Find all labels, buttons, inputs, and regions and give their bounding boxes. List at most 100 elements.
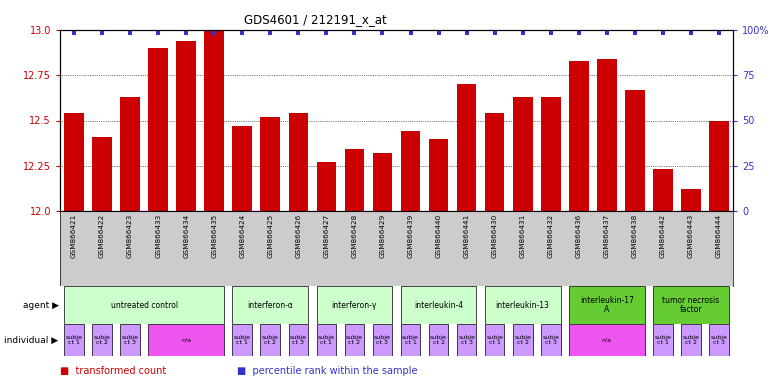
Bar [485,286,561,324]
Text: GSM866440: GSM866440 [436,213,442,258]
Text: subje
ct 2: subje ct 2 [93,335,110,345]
Text: subje
ct 3: subje ct 3 [711,335,727,345]
Bar [120,97,140,211]
Text: GSM866439: GSM866439 [408,213,413,258]
Text: GSM866438: GSM866438 [632,213,638,258]
Text: agent ▶: agent ▶ [22,301,59,310]
Text: GDS4601 / 212191_x_at: GDS4601 / 212191_x_at [244,13,387,26]
Text: GSM866436: GSM866436 [576,213,582,258]
Bar [288,324,308,356]
Bar [345,149,364,211]
Text: subje
ct 2: subje ct 2 [346,335,363,345]
Bar [317,286,392,324]
Bar [709,121,729,211]
Bar [569,324,645,356]
Bar [513,97,533,211]
Bar [372,324,392,356]
Bar [541,324,561,356]
Text: GSM866442: GSM866442 [660,213,666,258]
Bar [317,162,336,211]
Text: subje
ct 2: subje ct 2 [262,335,279,345]
Text: n/a: n/a [602,338,612,343]
Bar [120,324,140,356]
Bar [345,324,364,356]
Text: subje
ct 3: subje ct 3 [458,335,475,345]
Text: GSM866422: GSM866422 [99,213,105,258]
Text: subje
ct 1: subje ct 1 [66,335,82,345]
Text: GSM866435: GSM866435 [211,213,217,258]
Text: GSM866421: GSM866421 [71,213,77,258]
Bar [569,286,645,324]
Bar [709,324,729,356]
Bar [653,169,673,211]
Text: subje
ct 3: subje ct 3 [374,335,391,345]
Text: GSM866444: GSM866444 [716,213,722,258]
Text: subje
ct 1: subje ct 1 [318,335,335,345]
Text: interferon-α: interferon-α [247,301,293,310]
Text: individual ▶: individual ▶ [5,336,59,344]
Bar [485,113,504,211]
Text: n/a: n/a [181,338,191,343]
Text: subje
ct 1: subje ct 1 [487,335,503,345]
Text: subje
ct 1: subje ct 1 [655,335,672,345]
Text: GSM866434: GSM866434 [183,213,189,258]
Bar [653,324,673,356]
Text: GSM866431: GSM866431 [520,213,526,258]
Text: GSM866426: GSM866426 [295,213,301,258]
Bar [93,137,112,211]
Text: GSM866433: GSM866433 [155,213,161,258]
Bar [232,286,308,324]
Bar [401,131,420,211]
Text: GSM866424: GSM866424 [239,213,245,258]
Text: GSM866428: GSM866428 [352,213,358,258]
Bar [401,286,476,324]
Bar [232,126,252,211]
Text: GSM866427: GSM866427 [323,213,329,258]
Text: subje
ct 2: subje ct 2 [514,335,531,345]
Bar [64,113,84,211]
Text: untreated control: untreated control [110,301,177,310]
Bar [681,324,701,356]
Bar [541,97,561,211]
Bar [148,48,168,211]
Bar [456,324,476,356]
Text: GSM866429: GSM866429 [379,213,386,258]
Bar [372,153,392,211]
Bar [653,286,729,324]
Text: GSM866425: GSM866425 [268,213,273,258]
Bar [429,139,449,211]
Text: GSM866437: GSM866437 [604,213,610,258]
Text: interleukin-4: interleukin-4 [414,301,463,310]
Bar [401,324,420,356]
Text: GSM866430: GSM866430 [492,213,497,258]
Bar [317,324,336,356]
Text: subje
ct 2: subje ct 2 [430,335,447,345]
Text: ■  percentile rank within the sample: ■ percentile rank within the sample [237,366,418,376]
Text: subje
ct 2: subje ct 2 [682,335,699,345]
Bar [261,117,280,211]
Bar [177,41,196,211]
Text: ■  transformed count: ■ transformed count [60,366,167,376]
Text: tumor necrosis
factor: tumor necrosis factor [662,296,719,314]
Text: GSM866443: GSM866443 [688,213,694,258]
Bar [429,324,449,356]
Bar [232,324,252,356]
Bar [513,324,533,356]
Bar [64,286,224,324]
Text: interleukin-17
A: interleukin-17 A [580,296,634,314]
Text: interferon-γ: interferon-γ [332,301,377,310]
Bar [569,61,588,211]
Text: subje
ct 3: subje ct 3 [290,335,307,345]
Bar [204,30,224,211]
Text: GSM866423: GSM866423 [127,213,133,258]
Bar [485,324,504,356]
Text: subje
ct 3: subje ct 3 [542,335,559,345]
Bar [93,324,112,356]
Bar [288,113,308,211]
Bar [64,324,84,356]
Text: subje
ct 3: subje ct 3 [122,335,139,345]
Bar [597,59,617,211]
Bar [681,189,701,211]
Text: GSM866441: GSM866441 [463,213,470,258]
Bar [148,324,224,356]
